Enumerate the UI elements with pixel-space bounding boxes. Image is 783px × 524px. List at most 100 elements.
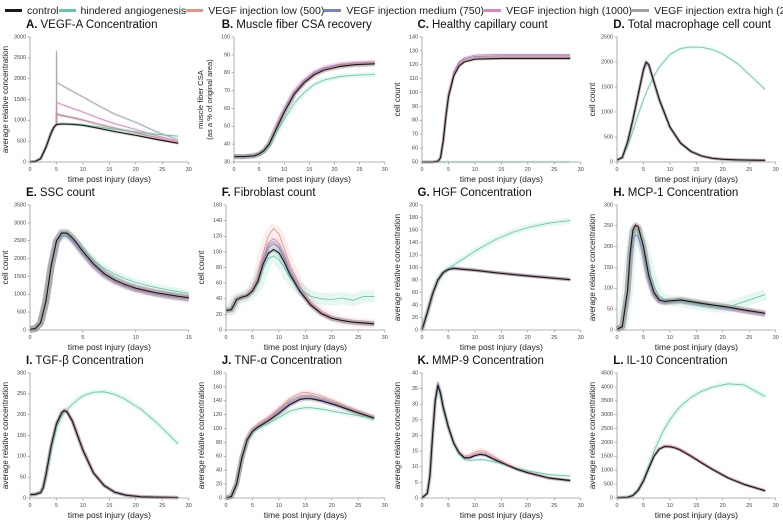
y-tick-label: 90 [224,52,230,58]
y-axis-label: average relative concentration [1,382,10,489]
panel-G-chart: 0 20 40 60 80 100 120 140 160 180 200 0 5 10 15 20 25 30 a… [393,202,584,352]
x-axis-label: time post injury (days) [459,174,542,184]
y-tick-label: 60 [224,106,230,112]
x-tick-label: 5 [81,335,84,341]
y-tick-label: 10 [412,464,418,470]
legend-label: hindered angiogenesis [80,4,187,17]
ci-band-hindered [616,45,767,162]
ci-band-extra [421,56,570,164]
ci-band-low [225,223,375,329]
x-tick-label: 25 [551,335,557,341]
panel-letter: J. [221,355,232,367]
x-tick-label: 5 [447,335,450,341]
panel-B-chart: 30 40 50 60 70 80 90 100 0 5 10 15 20 25 30 muscle fibe… [196,34,388,184]
y-tick-label: 60 [216,454,222,460]
y-tick-label: 0 [219,495,222,501]
x-tick-label: 5 [251,503,254,509]
legend-label: VEGF injection medium (750) [346,4,485,17]
series-line-control [617,61,766,161]
x-tick-label: 15 [306,167,312,173]
y-tick-label: 3500 [601,398,613,404]
y-tick-label: 160 [213,202,222,208]
y-tick-label: 35 [412,386,418,392]
series-line-control [233,63,375,158]
x-tick-label: 5 [55,503,58,509]
ci-band-hindered [614,224,768,335]
panel-K-chart: 0 5 10 15 20 25 30 35 40 0 5 10 15 20 25 30 average rela… [393,370,584,520]
panel-A: A. VEGF-A Concentration 0 500 1000 1500 2000 25… [0,18,196,186]
y-tick-label: 300 [17,370,26,376]
panel-L: L. IL-10 Concentration 0 500 1000 1500 2000 250… [587,354,783,522]
panel-D: D. Total macrophage cell count 0 500 1000 150… [587,18,783,186]
panel-title-text: MMP-9 Concentration [432,355,544,367]
x-tick-label: 15 [694,167,700,173]
series-line-control [421,384,570,499]
y-tick-label: 140 [409,34,418,40]
y-tick-label: 4500 [601,370,613,376]
x-tick-label: 15 [498,167,504,173]
panel-D-chart: 0 500 1000 1500 2000 2500 0 5 10 15 20 25 30 cell cou… [588,34,779,184]
legend-swatch-extra [632,9,650,12]
x-tick-label: 20 [133,503,139,509]
y-tick-label: 80 [412,118,418,124]
x-tick-label: 25 [747,335,753,341]
x-axis-label: time post injury (days) [459,342,542,352]
x-tick-label: 0 [616,335,619,341]
panel-I-chart: 0 50 100 150 200 250 300 0 5 10 15 20 25 30 average re… [1,370,192,520]
y-tick-label: 15 [412,449,418,455]
x-tick-label: 30 [577,503,583,509]
y-tick-label: 70 [224,88,230,94]
y-tick-label: 40 [412,370,418,376]
y-tick-label: 130 [409,48,418,54]
x-tick-label: 15 [186,335,192,341]
y-tick-label: 50 [20,475,26,481]
x-tick-label: 25 [747,503,753,509]
y-axis-label: cell count [393,82,402,117]
y-axis-label: cell count [1,250,10,285]
y-tick-label: 160 [409,227,418,233]
x-axis-label: time post injury (days) [68,510,151,520]
y-axis-label-line2: (as a % of original area) [205,59,214,140]
y-tick-label: 140 [213,218,222,224]
y-tick-label: 2000 [601,59,613,65]
y-axis-label: average relative concentration [588,382,597,489]
panels-grid: A. VEGF-A Concentration 0 500 1000 1500 2000 25… [0,18,783,522]
x-tick-label: 15 [498,335,504,341]
legend-swatch-low [186,9,204,12]
series-line-control [617,224,766,330]
axes [29,37,189,163]
panel-letter: E. [26,187,37,199]
legend-item-high: VEGF injection high (1000) [484,5,632,17]
y-tick-label: 100 [213,249,222,255]
y-tick-label: 20 [216,312,222,318]
x-tick-label: 5 [642,335,645,341]
ci-band-low [419,383,570,500]
series-line-hindered [617,383,766,499]
y-tick-label: 100 [213,426,222,432]
legend-label: control [27,4,59,17]
ci-band-control [421,57,570,164]
y-axis-label: average relative concentration [588,214,597,321]
y-tick-label: 1000 [601,468,613,474]
panel-F: F. Fibroblast count 0 20 40 60 80 100 120 140 160 0… [196,186,392,354]
x-tick-label: 30 [773,167,779,173]
y-tick-label: 180 [213,370,222,376]
x-axis-label: time post injury (days) [655,510,738,520]
panel-F-chart: 0 20 40 60 80 100 120 140 160 0 5 10 15 20 25 30 cell co… [197,202,388,352]
y-tick-label: 90 [412,104,418,110]
ci-band-low [421,55,570,164]
y-tick-label: 0 [610,495,613,501]
x-tick-label: 5 [251,335,254,341]
y-tick-label: 30 [412,402,418,408]
panel-A-title: A. VEGF-A Concentration [0,18,196,33]
y-axis-label: average relative concentration [393,382,402,489]
x-tick-label: 0 [616,503,619,509]
y-tick-label: 100 [604,286,613,292]
x-tick-label: 30 [773,335,779,341]
legend-item-control: control [5,5,59,17]
x-axis-label: time post injury (days) [68,342,151,352]
series-line-medium [421,55,570,163]
x-tick-label: 10 [276,335,282,341]
y-tick-label: 250 [17,391,26,397]
